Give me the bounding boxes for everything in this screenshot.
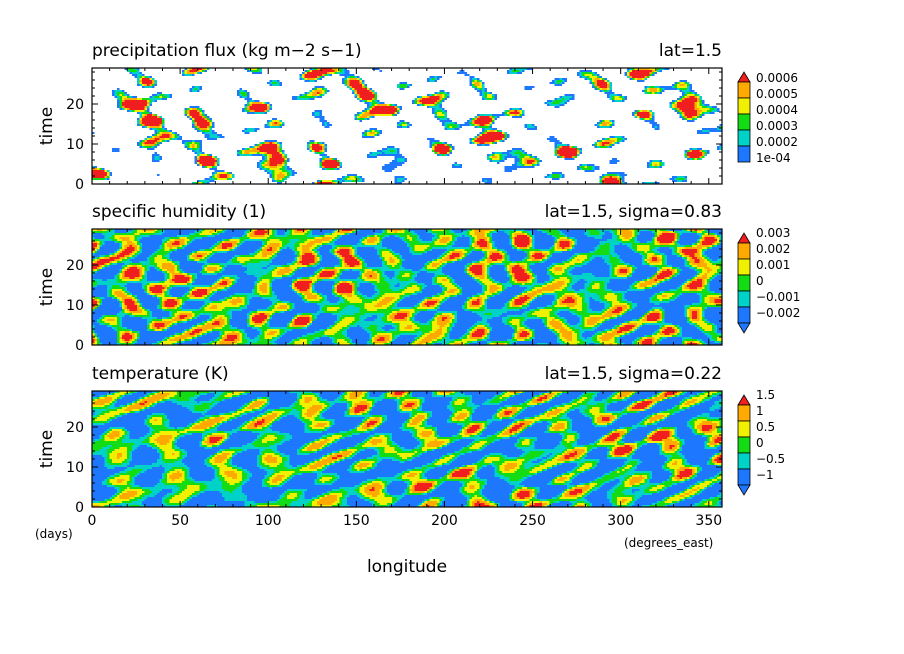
colorbar-extend-min	[737, 484, 751, 496]
colorbar-label: 0.0006	[756, 71, 798, 85]
colorbar-segment	[737, 290, 751, 308]
x-tick-label: 150	[343, 513, 370, 529]
heatmap-field	[92, 391, 722, 507]
colorbar-segment	[737, 145, 751, 163]
colorbar-segment	[737, 452, 751, 470]
panel-title: precipitation flux (kg m−2 s−1)	[92, 41, 362, 61]
y-tick-label: 20	[66, 420, 84, 436]
colorbar-extend-min	[737, 322, 751, 334]
colorbar-segment	[737, 242, 751, 260]
colorbar-label: 0.0003	[756, 119, 798, 133]
colorbar-label: 0.002	[756, 242, 790, 256]
colorbar-label: −0.002	[756, 306, 800, 320]
x-tick-label: 0	[88, 513, 97, 529]
colorbar-label: −0.001	[756, 290, 800, 304]
panel-subtitle: lat=1.5, sigma=0.83	[545, 202, 722, 222]
colorbar-segment	[737, 420, 751, 438]
colorbar-segment	[737, 81, 751, 99]
heatmap-field	[92, 229, 722, 345]
y-tick-label: 20	[66, 97, 84, 113]
colorbar-label: 0.0005	[756, 87, 798, 101]
plot-frame	[91, 390, 723, 508]
x-tick-label: 350	[695, 513, 722, 529]
colorbar-segment	[737, 468, 751, 486]
colorbar-label: 0.003	[756, 226, 790, 240]
panel-subtitle: lat=1.5, sigma=0.22	[545, 364, 722, 384]
panel-title: specific humidity (1)	[92, 202, 266, 222]
y-unit-label: (days)	[35, 527, 73, 541]
colorbar-label: 0.0004	[756, 103, 798, 117]
colorbar-label: 1.5	[756, 388, 775, 402]
colorbar-segment	[737, 113, 751, 131]
heatmap-field	[92, 68, 722, 184]
x-tick-label: 50	[171, 513, 189, 529]
colorbar-label: 0	[756, 436, 764, 450]
colorbar-segment	[737, 274, 751, 292]
colorbar-label: 1	[756, 404, 764, 418]
colorbar-label: −0.5	[756, 452, 785, 466]
colorbar-label: 0	[756, 274, 764, 288]
y-axis-label: time	[37, 107, 57, 145]
colorbar-label: −1	[756, 468, 774, 482]
panel-subtitle: lat=1.5	[659, 41, 722, 61]
x-tick-label: 100	[255, 513, 282, 529]
y-axis-label: time	[37, 268, 57, 306]
y-tick-label: 0	[75, 177, 84, 193]
plot-frame	[91, 228, 723, 346]
colorbar-segment	[737, 404, 751, 422]
x-tick-label: 300	[607, 513, 634, 529]
colorbar-label: 0.0002	[756, 135, 798, 149]
colorbar-segment	[737, 306, 751, 324]
colorbar-segment	[737, 258, 751, 276]
x-tick-label: 250	[519, 513, 546, 529]
x-tick-label: 200	[431, 513, 458, 529]
y-tick-label: 10	[66, 298, 84, 314]
y-axis-label: time	[37, 430, 57, 468]
y-tick-label: 0	[75, 338, 84, 354]
colorbar-extend-max	[737, 71, 751, 83]
y-tick-label: 0	[75, 500, 84, 516]
panels: precipitation flux (kg m−2 s−1) lat=1.5 0 1…	[37, 41, 800, 529]
y-tick-label: 10	[66, 460, 84, 476]
colorbar-segment	[737, 129, 751, 147]
colorbar-extend-max	[737, 394, 751, 406]
colorbar-extend-max	[737, 232, 751, 244]
colorbar-segment	[737, 97, 751, 115]
x-unit-label: (degrees_east)	[624, 536, 713, 550]
x-axis-label: longitude	[367, 557, 447, 577]
plot-frame	[91, 67, 723, 185]
colorbar-label: 1e-04	[756, 151, 791, 165]
panel-title: temperature (K)	[92, 364, 229, 384]
colorbar-label: 0.001	[756, 258, 790, 272]
y-tick-label: 20	[66, 258, 84, 274]
colorbar-label: 0.5	[756, 420, 775, 434]
colorbar-segment	[737, 436, 751, 454]
y-tick-label: 10	[66, 137, 84, 153]
